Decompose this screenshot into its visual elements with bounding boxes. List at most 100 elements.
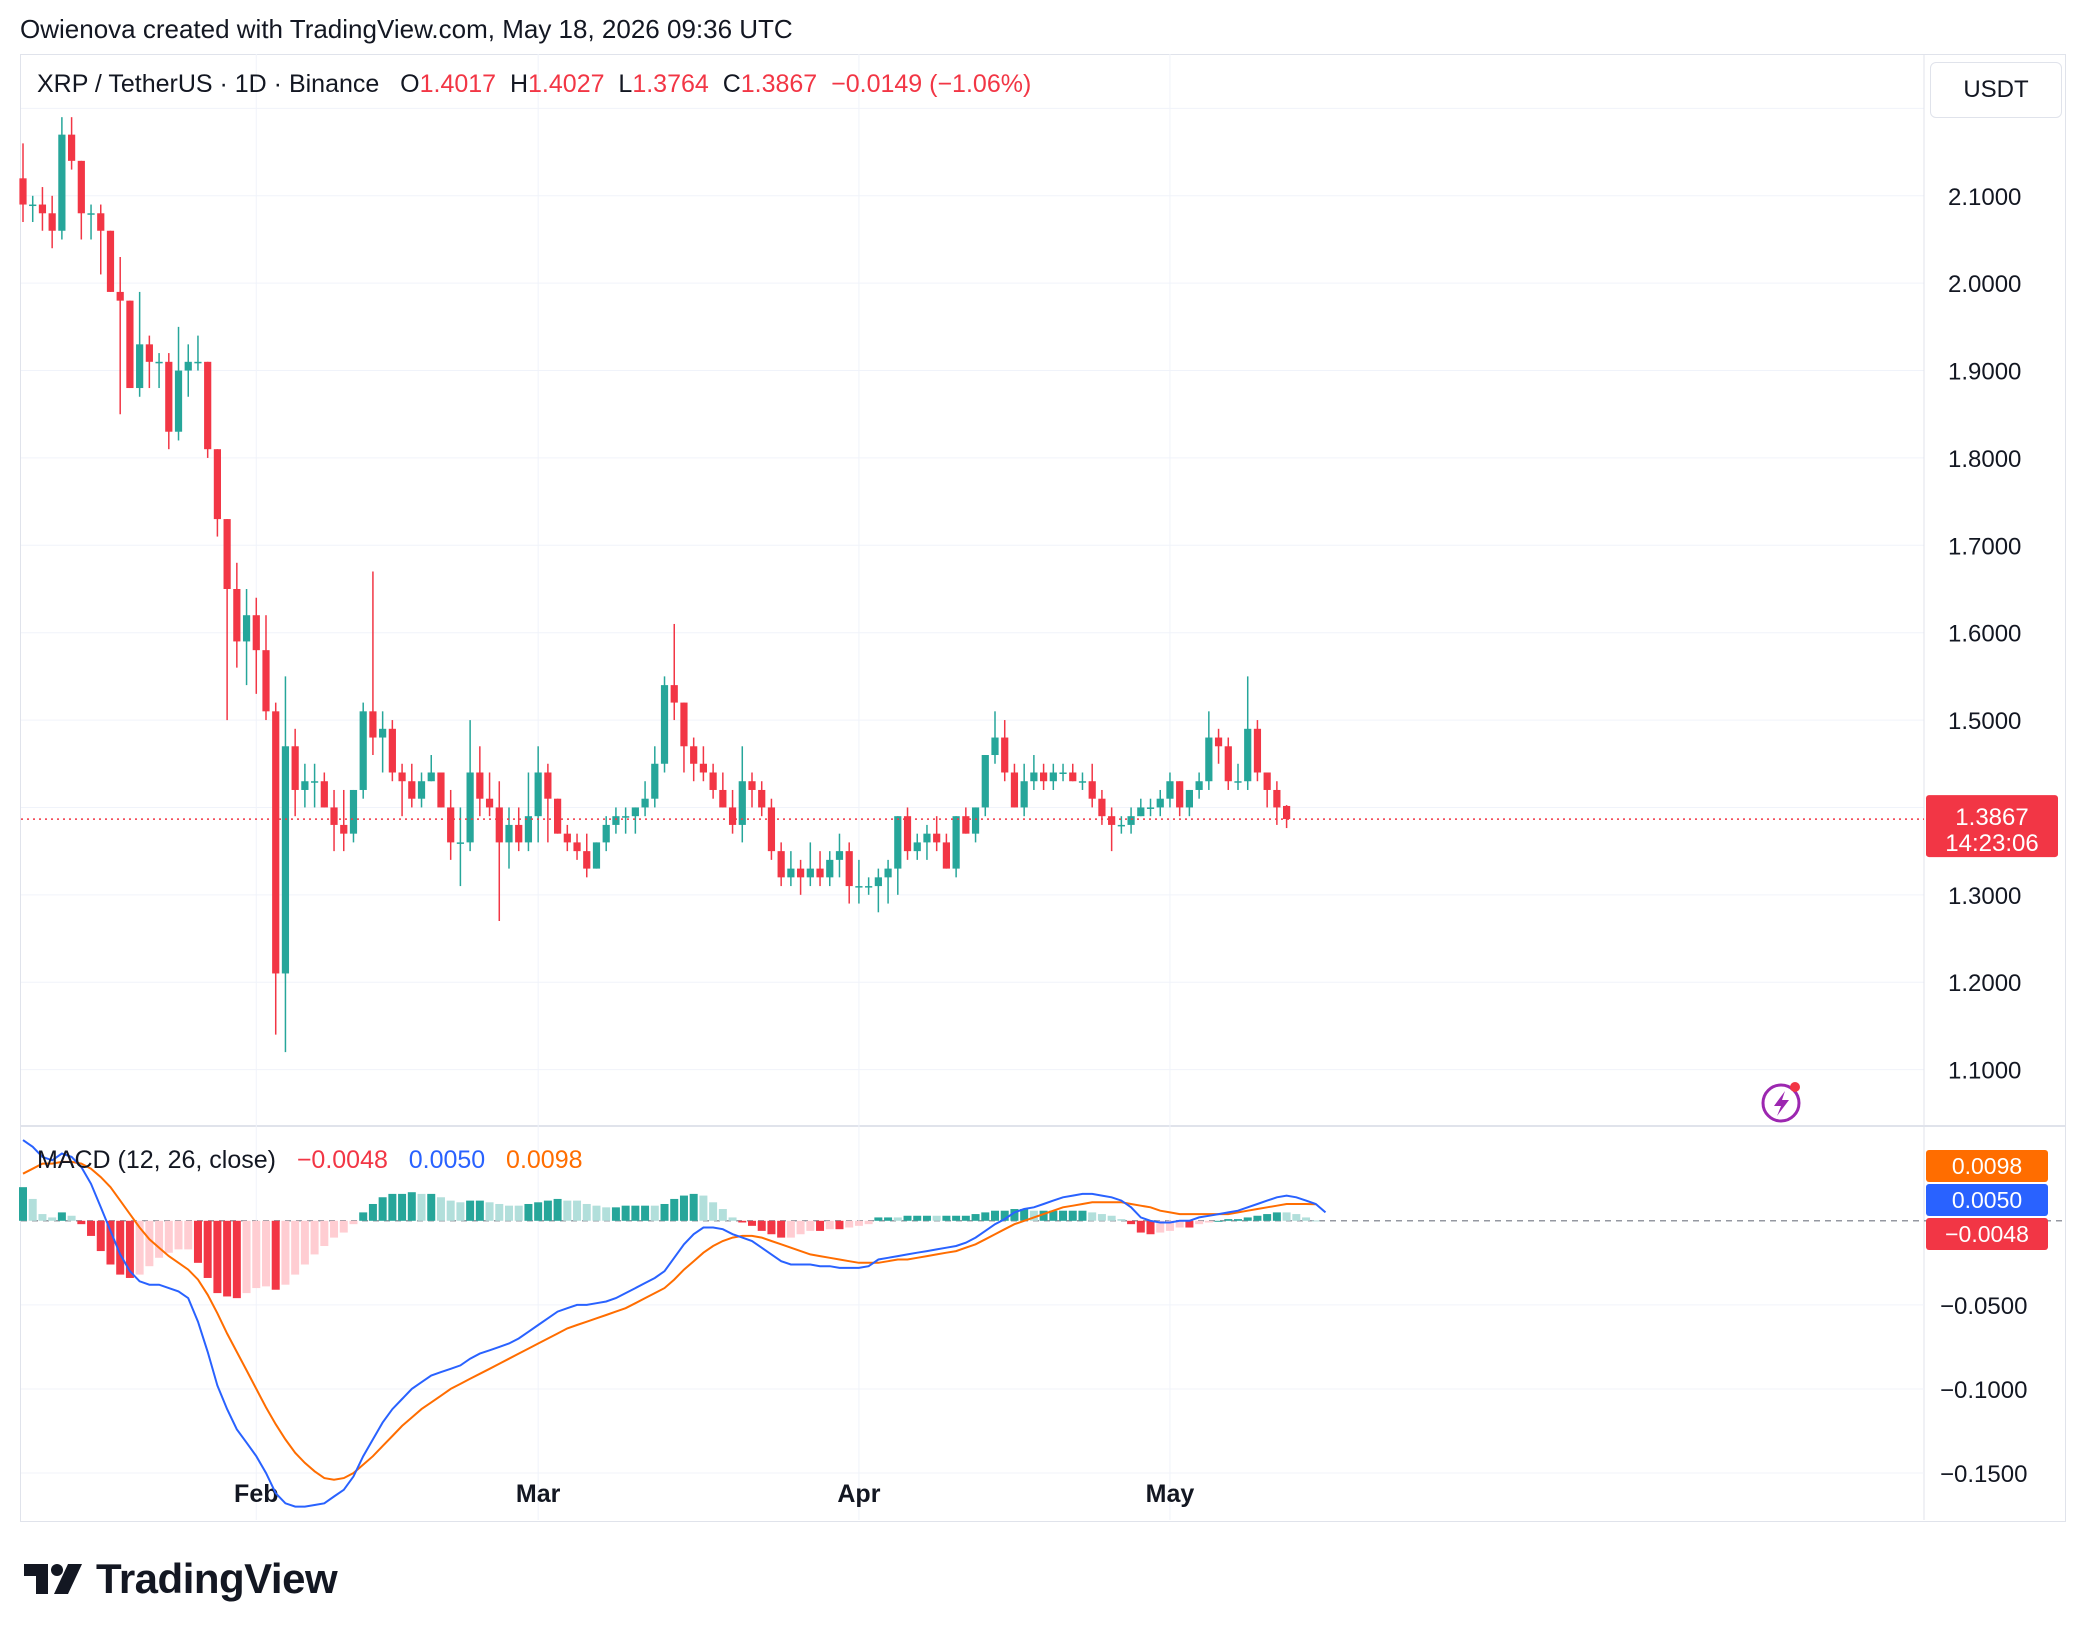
macd-histogram-bar: [679, 1195, 688, 1221]
macd-histogram-bar: [155, 1220, 164, 1258]
macd-histogram-bar: [981, 1212, 990, 1221]
candle-body: [835, 851, 844, 860]
macd-histogram-bar: [1234, 1219, 1242, 1221]
candle-body: [690, 746, 698, 764]
macd-histogram-bar: [582, 1203, 591, 1221]
macd-histogram-bar: [952, 1215, 961, 1221]
currency-unit-button[interactable]: USDT: [1930, 62, 2062, 118]
candle-body: [48, 213, 56, 231]
macd-histogram-bar: [262, 1220, 270, 1287]
tradingview-logo[interactable]: TradingView: [24, 1555, 338, 1603]
macd-histogram-bar: [932, 1215, 941, 1221]
macd-histogram-bar: [1097, 1214, 1106, 1221]
macd-histogram-bar: [903, 1215, 912, 1221]
macd-histogram-bar: [650, 1205, 659, 1221]
macd-histogram-bar: [164, 1220, 173, 1253]
candle-body: [1253, 728, 1262, 773]
macd-axis-label: −0.1000: [1940, 1377, 2027, 1404]
macd-histogram-bar: [922, 1215, 931, 1221]
candle-body: [1263, 772, 1271, 790]
macd-hist-tag-text: −0.0048: [1945, 1221, 2029, 1247]
candle-body: [1244, 728, 1252, 782]
candle-body: [311, 781, 319, 783]
macd-histogram-bar: [1292, 1214, 1301, 1221]
candle-body: [797, 868, 805, 878]
candle-body: [719, 789, 727, 808]
candle-body: [855, 886, 863, 888]
macd-histogram-bar: [738, 1220, 747, 1223]
candle-body: [573, 842, 581, 852]
macd-histogram-bar: [660, 1203, 669, 1221]
macd-line-tag: [1926, 1184, 2048, 1216]
macd-histogram-bar: [271, 1220, 280, 1290]
symbol-title[interactable]: XRP / TetherUS · 1D · Binance: [37, 70, 380, 98]
macd-histogram-bar: [1311, 1220, 1320, 1222]
macd-histogram-bar: [524, 1203, 533, 1221]
macd-axis-label: −0.1500: [1940, 1461, 2027, 1488]
macd-histogram-bar: [38, 1214, 47, 1221]
macd-histogram-bar: [913, 1215, 922, 1221]
macd-legend: MACD (12, 26, close) −0.0048 0.0050 0.00…: [37, 1146, 583, 1175]
candle-body: [1166, 781, 1174, 799]
candle-body: [592, 842, 601, 869]
candle-body: [1108, 816, 1116, 825]
macd-histogram-bar: [1146, 1220, 1155, 1235]
macd-histogram-bar: [631, 1205, 640, 1221]
candle-body: [806, 868, 814, 878]
candle-body: [981, 755, 989, 808]
price-axis-label: 1.3000: [1948, 883, 2021, 910]
candle-body: [1049, 772, 1057, 782]
macd-histogram-bar: [1165, 1220, 1174, 1231]
macd-histogram-bar: [1253, 1215, 1262, 1221]
macd-histogram-bar: [1243, 1217, 1252, 1221]
macd-histogram-bar: [1224, 1219, 1233, 1221]
macd-histogram-bar: [145, 1220, 154, 1267]
candle-body: [1185, 789, 1193, 808]
macd-histogram-bar: [1185, 1220, 1194, 1228]
candle-body: [884, 868, 892, 878]
macd-histogram-bar: [1068, 1210, 1077, 1221]
change-value: −0.0149 (−1.06%): [831, 70, 1032, 98]
macd-histogram-bar: [1107, 1215, 1116, 1221]
candle-body: [126, 300, 134, 389]
macd-histogram-bar: [1078, 1210, 1087, 1221]
macd-histogram-bar: [310, 1220, 319, 1255]
time-axis-label: Apr: [837, 1480, 880, 1508]
macd-histogram-bar: [495, 1203, 504, 1221]
macd-histogram-bar: [553, 1198, 562, 1221]
candle-body: [1156, 798, 1164, 808]
macd-histogram-bar: [125, 1220, 134, 1278]
candle-body: [515, 824, 523, 843]
macd-histogram-bar: [728, 1217, 737, 1221]
high-value: 1.4027: [528, 70, 605, 98]
macd-title[interactable]: MACD (12, 26, close): [37, 1146, 276, 1174]
candle-body: [660, 685, 669, 764]
attribution-text: Owienova created with TradingView.com, M…: [20, 14, 793, 44]
macd-hist-value: −0.0048: [296, 1146, 388, 1174]
candle-body: [865, 886, 873, 888]
candle-body: [1098, 798, 1106, 817]
candle-body: [388, 728, 396, 773]
macd-histogram-bar: [602, 1207, 611, 1221]
candle-body: [456, 842, 464, 844]
candle-body: [622, 816, 630, 818]
lightning-icon[interactable]: [1761, 1082, 1801, 1123]
candle-body: [68, 134, 76, 161]
macd-histogram-bar: [1029, 1210, 1038, 1221]
candle-body: [1078, 781, 1087, 783]
time-axis-label: May: [1146, 1480, 1195, 1508]
candle-body: [1001, 737, 1009, 773]
candle-body: [242, 615, 251, 642]
macd-histogram-bar: [514, 1205, 523, 1221]
candle-body: [1137, 807, 1145, 817]
candle-body: [524, 816, 533, 843]
candle-body: [1205, 737, 1213, 782]
macd-histogram-bar: [232, 1220, 241, 1299]
candle-body: [408, 781, 416, 799]
price-axis-label: 1.9000: [1948, 359, 2021, 386]
candle-body: [340, 824, 348, 834]
price-axis-label: 1.2000: [1948, 970, 2021, 997]
macd-histogram-bar: [767, 1220, 776, 1235]
macd-histogram-bar: [67, 1215, 76, 1221]
